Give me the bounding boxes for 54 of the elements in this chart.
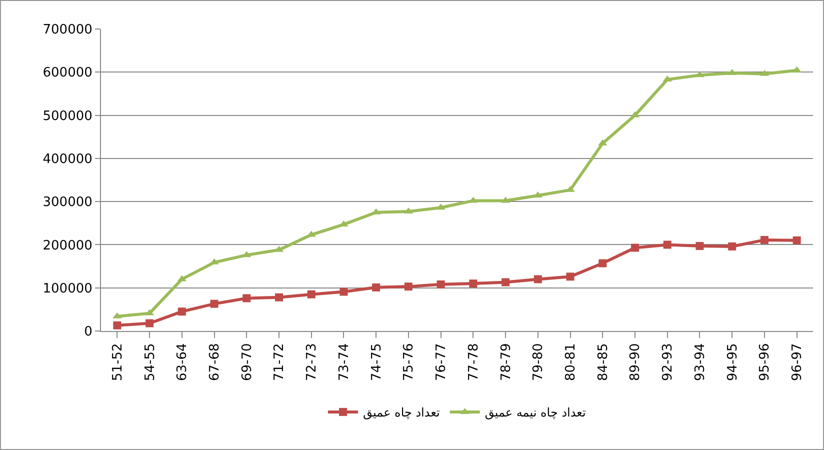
x-tick-label: 69-70: [240, 343, 255, 381]
x-tick-label: 89-90: [628, 343, 644, 381]
point: [178, 308, 186, 316]
point: [146, 319, 154, 328]
x-tick-label: 54-55: [142, 343, 158, 381]
x-tick-label: 79-80: [531, 343, 546, 381]
y-tick-label: 100000: [42, 281, 92, 296]
x-tick-label: 77-78: [466, 343, 482, 381]
x-tick-label: 63-64: [175, 343, 190, 381]
point: [534, 275, 542, 284]
point: [307, 290, 316, 298]
y-tick-label: 300000: [42, 195, 92, 210]
y-tick-label: 200000: [42, 238, 92, 254]
point: [469, 280, 478, 288]
y-tick-label: 700000: [42, 22, 92, 38]
y-tick-label: 500000: [42, 108, 92, 124]
point: [792, 236, 801, 244]
point: [566, 272, 574, 281]
x-tick-label: 80-81: [563, 343, 578, 381]
point: [696, 242, 704, 250]
x-tick-label: 51-52: [110, 343, 126, 381]
x-tick-label: 96-97: [790, 343, 806, 381]
point: [275, 293, 283, 302]
x-tick-label: 67-68: [207, 343, 222, 381]
point: [242, 294, 251, 302]
point: [631, 244, 639, 252]
x-tick-label: 74-75: [369, 343, 384, 381]
point: [372, 283, 380, 292]
y-tick-label: 400000: [42, 152, 92, 167]
point: [728, 242, 736, 250]
point: [760, 236, 768, 244]
x-tick-label: 92-93: [660, 343, 676, 381]
x-tick-label: 73-74: [336, 343, 352, 381]
x-tick-label: 94-95: [725, 343, 740, 381]
legend-label: تعداد چاه نیمه عمیق: [484, 406, 586, 420]
y-tick-label: 600000: [42, 66, 92, 81]
point: [404, 282, 412, 291]
x-tick-label: 71-72: [272, 343, 288, 381]
x-tick-label: 78-79: [498, 343, 514, 381]
point: [502, 278, 510, 286]
point: [436, 280, 445, 288]
x-tick-label: 84-85: [596, 343, 611, 381]
legend-label: تعداد چاه عمیق: [363, 406, 440, 420]
point: [340, 288, 348, 296]
point: [210, 300, 218, 308]
x-tick-label: 93-94: [692, 343, 708, 381]
x-tick-label: 75-76: [402, 343, 417, 381]
x-tick-label: 72-73: [304, 343, 320, 381]
point: [598, 259, 607, 268]
point: [113, 321, 122, 330]
x-tick-label: 95-96: [758, 343, 773, 381]
y-tick-label: 0: [84, 324, 92, 340]
point: [663, 240, 672, 249]
x-tick-label: 76-77: [434, 343, 450, 381]
